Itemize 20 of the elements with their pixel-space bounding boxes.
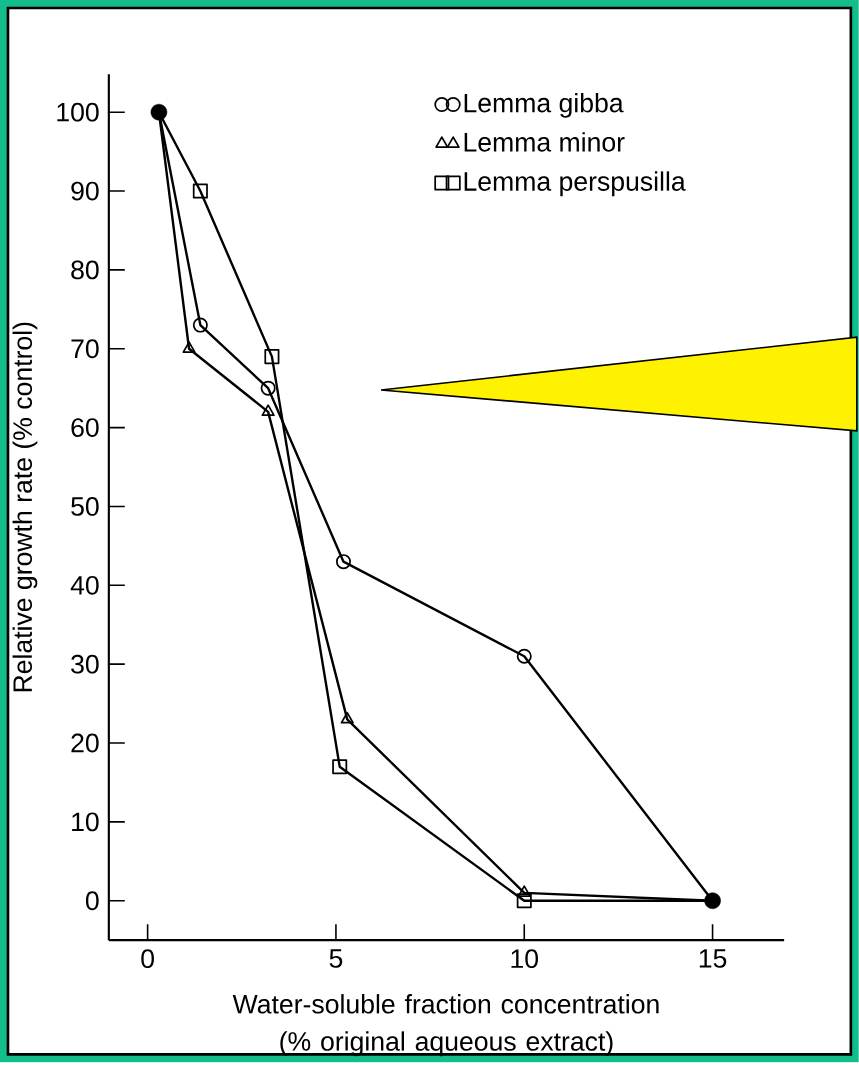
x-tick-label: 5 — [329, 949, 343, 968]
y-tick-label: 40 — [70, 575, 99, 595]
y-tick-label: 50 — [71, 497, 99, 516]
y-axis-title: Relative growth rate (% control) — [12, 322, 38, 692]
x-tick-label: 10 — [511, 949, 539, 969]
x-tick-label: 15 — [699, 949, 727, 968]
y-tick-label: 100 — [57, 102, 99, 122]
y-tick-label: 20 — [71, 733, 99, 753]
y-tick-label: 30 — [71, 654, 99, 674]
x-tick-label: 0 — [141, 949, 155, 969]
legend-label: Lemma minor — [464, 132, 625, 152]
legend-label: Lemma perspusilla — [464, 171, 686, 197]
y-tick-label: 90 — [71, 181, 99, 201]
y-tick-label: 10 — [72, 812, 99, 832]
legend-label: Lemma gibba — [464, 92, 624, 118]
y-tick-label: 0 — [86, 891, 99, 911]
y-tick-label: 70 — [71, 339, 99, 359]
y-tick-label: 60 — [71, 418, 99, 438]
x-axis-title: Water-soluble fraction concentration (% original aqueous extract) — [232, 994, 659, 1057]
y-tick-label: 80 — [71, 260, 99, 280]
